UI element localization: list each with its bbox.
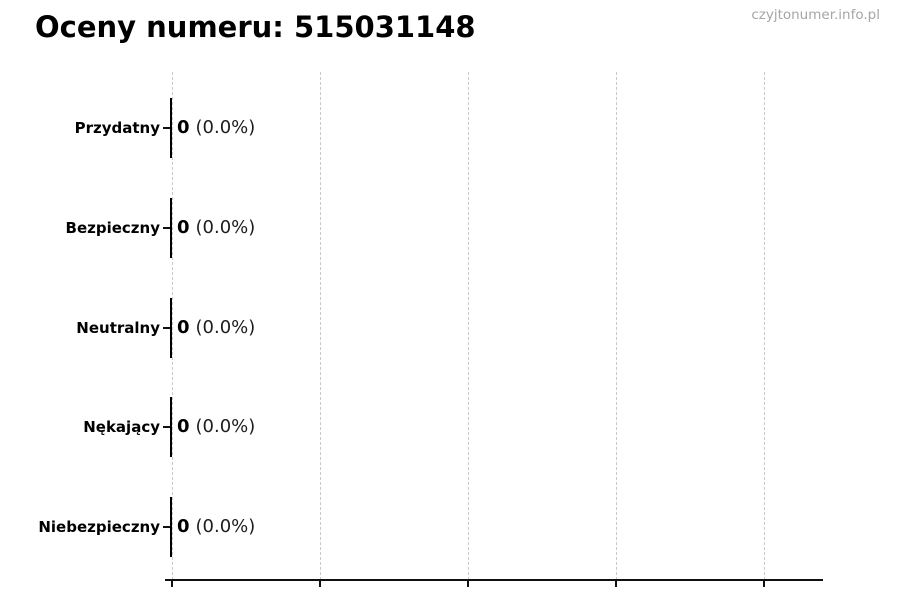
value-percent: (0.0%) xyxy=(195,217,256,238)
category-label: Neutralny xyxy=(76,319,160,337)
value-label: 0 (0.0%) xyxy=(177,98,255,158)
gridline-3 xyxy=(616,72,617,580)
y-axis-tick xyxy=(163,526,172,528)
gridline-0 xyxy=(172,72,173,580)
category-row: Niebezpieczny 0 (0.0%) xyxy=(0,497,900,557)
category-label: Niebezpieczny xyxy=(38,518,160,536)
value-count: 0 xyxy=(177,416,190,437)
value-count: 0 xyxy=(177,217,190,238)
watermark: czyjtonumer.info.pl xyxy=(751,7,880,23)
gridline-2 xyxy=(468,72,469,580)
x-axis-line xyxy=(165,579,823,581)
value-label: 0 (0.0%) xyxy=(177,497,255,557)
y-axis-tick xyxy=(163,127,172,129)
category-row: Bezpieczny 0 (0.0%) xyxy=(0,198,900,258)
value-count: 0 xyxy=(177,117,190,138)
category-label: Nękający xyxy=(83,418,160,436)
value-percent: (0.0%) xyxy=(195,317,256,338)
gridline-1 xyxy=(320,72,321,580)
value-count: 0 xyxy=(177,317,190,338)
y-axis-tick xyxy=(163,426,172,428)
x-axis-tick xyxy=(171,580,173,587)
category-row: Nękający 0 (0.0%) xyxy=(0,397,900,457)
x-axis-tick xyxy=(319,580,321,587)
zero-bar-mark xyxy=(170,298,172,358)
y-axis-tick xyxy=(163,227,172,229)
value-label: 0 (0.0%) xyxy=(177,198,255,258)
x-axis-tick xyxy=(467,580,469,587)
value-count: 0 xyxy=(177,516,190,537)
category-label: Bezpieczny xyxy=(65,219,160,237)
zero-bar-mark xyxy=(170,397,172,457)
value-percent: (0.0%) xyxy=(195,516,256,537)
value-label: 0 (0.0%) xyxy=(177,298,255,358)
value-percent: (0.0%) xyxy=(195,117,256,138)
value-label: 0 (0.0%) xyxy=(177,397,255,457)
category-row: Przydatny 0 (0.0%) xyxy=(0,98,900,158)
chart-title: Oceny numeru: 515031148 xyxy=(35,10,476,44)
x-axis-tick xyxy=(615,580,617,587)
category-row: Neutralny 0 (0.0%) xyxy=(0,298,900,358)
zero-bar-mark xyxy=(170,198,172,258)
category-label: Przydatny xyxy=(74,119,160,137)
x-axis-tick xyxy=(763,580,765,587)
zero-bar-mark xyxy=(170,98,172,158)
gridline-4 xyxy=(764,72,765,580)
zero-bar-mark xyxy=(170,497,172,557)
y-axis-tick xyxy=(163,327,172,329)
value-percent: (0.0%) xyxy=(195,416,256,437)
